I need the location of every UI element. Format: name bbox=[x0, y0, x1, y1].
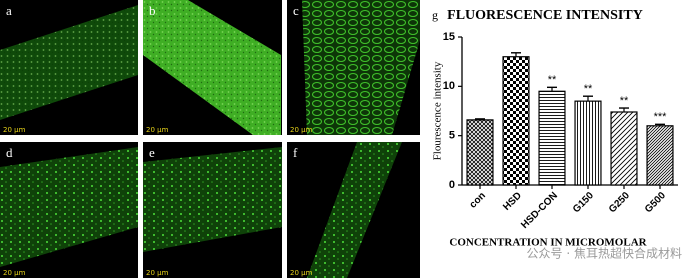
x-axis-label: CONCENTRATION IN MICROMOLAR bbox=[449, 237, 647, 249]
error-bar bbox=[619, 107, 629, 112]
micrographs: a 20 μm b 20 μm c 20 μm d 20 μm e 20 μm f 20 μm bbox=[0, 0, 420, 278]
scale-bar-label: 20 μm bbox=[290, 269, 313, 277]
bar bbox=[646, 125, 674, 186]
y-tick-label: 10 bbox=[443, 80, 455, 92]
bar bbox=[610, 111, 638, 186]
bar bbox=[574, 100, 602, 186]
scale-bar-label: 20 μm bbox=[3, 126, 26, 134]
x-tick-label: con bbox=[468, 190, 488, 210]
micrograph: b 20 μm bbox=[143, 0, 282, 135]
tissue-texture bbox=[143, 0, 281, 135]
y-tick-label: 15 bbox=[443, 31, 455, 43]
tissue-texture bbox=[0, 147, 138, 267]
y-tick-label: 0 bbox=[449, 179, 455, 191]
y-axis-label: Flourescence intensity bbox=[432, 61, 444, 160]
scale-bar-label: 20 μm bbox=[290, 126, 313, 134]
scale-bar-label: 20 μm bbox=[3, 269, 26, 277]
significance-label: ** bbox=[584, 83, 593, 95]
significance-label: *** bbox=[654, 111, 668, 123]
x-tick-label: HSD bbox=[501, 190, 524, 213]
scale-bar-label: 20 μm bbox=[146, 269, 169, 277]
error-bar bbox=[655, 123, 665, 126]
panel-label: g bbox=[432, 8, 438, 22]
micrograph: e 20 μm bbox=[143, 142, 282, 278]
bar bbox=[538, 90, 566, 186]
x-tick-label: HSD-CON bbox=[519, 190, 560, 231]
error-bar bbox=[475, 118, 485, 120]
tissue-texture bbox=[0, 5, 138, 120]
panel-label: f bbox=[293, 145, 298, 160]
error-bar bbox=[547, 86, 557, 92]
scale-bar-label: 20 μm bbox=[146, 126, 169, 134]
x-tick-label: G250 bbox=[607, 190, 632, 215]
panel-label: b bbox=[149, 3, 156, 18]
panel-label: d bbox=[6, 145, 13, 160]
panel-label: c bbox=[293, 3, 299, 18]
x-tick-label: G500 bbox=[643, 190, 668, 215]
bar-chart: g FLUORESCENCE INTENSITY Flourescence in… bbox=[432, 8, 678, 249]
panel-label: e bbox=[149, 145, 155, 160]
micrograph: d 20 μm bbox=[0, 142, 138, 278]
significance-label: ** bbox=[548, 74, 557, 86]
micrograph: f 20 μm bbox=[287, 142, 420, 278]
error-bar bbox=[583, 95, 593, 102]
watermark: 公众号 · 焦耳热超快合成材料 bbox=[527, 246, 682, 261]
error-bar bbox=[511, 52, 521, 57]
x-tick-label: G150 bbox=[571, 190, 596, 215]
micrograph: a 20 μm bbox=[0, 0, 138, 135]
bar bbox=[466, 119, 494, 186]
significance-label: ** bbox=[620, 95, 629, 107]
chart-title: FLUORESCENCE INTENSITY bbox=[447, 8, 643, 23]
micrograph: c 20 μm bbox=[287, 0, 420, 135]
tissue-texture bbox=[302, 0, 420, 135]
y-tick-label: 5 bbox=[449, 130, 455, 142]
tissue-texture bbox=[143, 147, 282, 252]
tissue-texture bbox=[307, 142, 402, 278]
panel-label: a bbox=[6, 3, 12, 18]
bar bbox=[502, 56, 530, 186]
